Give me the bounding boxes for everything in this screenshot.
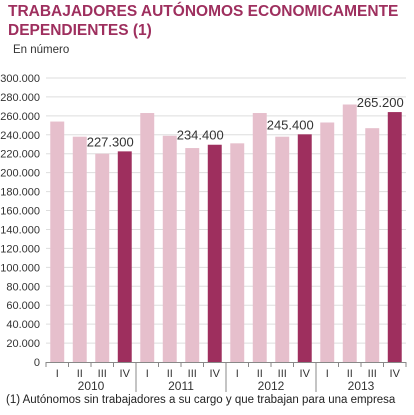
- y-tick-label: 40.000: [6, 319, 40, 331]
- x-tick-label: I: [326, 368, 329, 380]
- bar: [162, 135, 177, 362]
- y-tick-label: 160.000: [0, 206, 40, 218]
- x-tick-label: III: [98, 368, 107, 380]
- y-tick-label: 200.000: [0, 168, 40, 180]
- unit-label: En número: [13, 44, 70, 56]
- y-tick-label: 300.000: [0, 73, 40, 85]
- y-tick-label: 220.000: [0, 149, 40, 161]
- y-tick-label: 100.000: [0, 262, 40, 274]
- x-tick-label: II: [167, 368, 173, 380]
- x-tick-label: III: [278, 368, 287, 380]
- y-tick-label: 240.000: [0, 130, 40, 142]
- bar: [275, 136, 290, 362]
- year-label: 2011: [168, 379, 194, 393]
- y-tick-label: 80.000: [6, 281, 40, 293]
- x-tick-label: IV: [210, 368, 221, 380]
- data-label: 265.200: [357, 95, 404, 110]
- x-tick-label: I: [236, 368, 239, 380]
- y-tick-label: 120.000: [0, 243, 40, 255]
- x-tick-label: III: [368, 368, 377, 380]
- y-axis-ticks: 0 20.000 40.000 60.000 80.000 100.000 120.000 1…: [0, 73, 40, 369]
- footnote: (1) Autónomos sin trabajadores a su carg…: [6, 394, 396, 406]
- x-tick-label: I: [146, 368, 149, 380]
- bar: [50, 121, 65, 363]
- chart-title: TRABAJADORES AUTÓNOMOS ECONOMICAMENTE DE…: [8, 3, 399, 39]
- bar: [252, 113, 267, 362]
- y-tick-label: 60.000: [6, 300, 40, 312]
- x-tick-label: II: [77, 368, 83, 380]
- data-label: 234.400: [177, 128, 224, 143]
- bar: [365, 128, 380, 362]
- bar: [342, 104, 357, 363]
- y-tick-label: 280.000: [0, 92, 40, 104]
- y-tick-label: 260.000: [0, 111, 40, 123]
- x-tick-label: IV: [300, 368, 311, 380]
- bar: [72, 136, 87, 362]
- bar: [117, 151, 132, 362]
- year-label: 2010: [78, 379, 105, 393]
- x-tick-label: III: [188, 368, 197, 380]
- x-tick-label: I: [56, 368, 59, 380]
- y-tick-label: 140.000: [0, 224, 40, 236]
- y-tick-label: 180.000: [0, 187, 40, 199]
- data-label: 227.300: [87, 134, 134, 149]
- bar: [207, 144, 222, 362]
- data-label: 245.400: [267, 117, 314, 132]
- bar: [320, 122, 335, 362]
- y-tick-label: 20.000: [6, 338, 40, 350]
- bar: [185, 148, 200, 362]
- bar: [140, 113, 155, 362]
- data-labels: 227.300 234.400 245.400 265.200: [87, 95, 404, 149]
- bar: [387, 112, 402, 362]
- year-label: 2013: [348, 379, 375, 393]
- bar: [297, 134, 312, 362]
- bars: [50, 104, 402, 363]
- bar: [95, 153, 110, 362]
- x-tick-label: IV: [390, 368, 401, 380]
- y-tick-label: 0: [34, 357, 40, 369]
- bar: [230, 143, 245, 362]
- x-tick-label: II: [257, 368, 263, 380]
- x-tick-label: IV: [120, 368, 131, 380]
- x-tick-label: II: [347, 368, 353, 380]
- year-label: 2012: [258, 379, 285, 393]
